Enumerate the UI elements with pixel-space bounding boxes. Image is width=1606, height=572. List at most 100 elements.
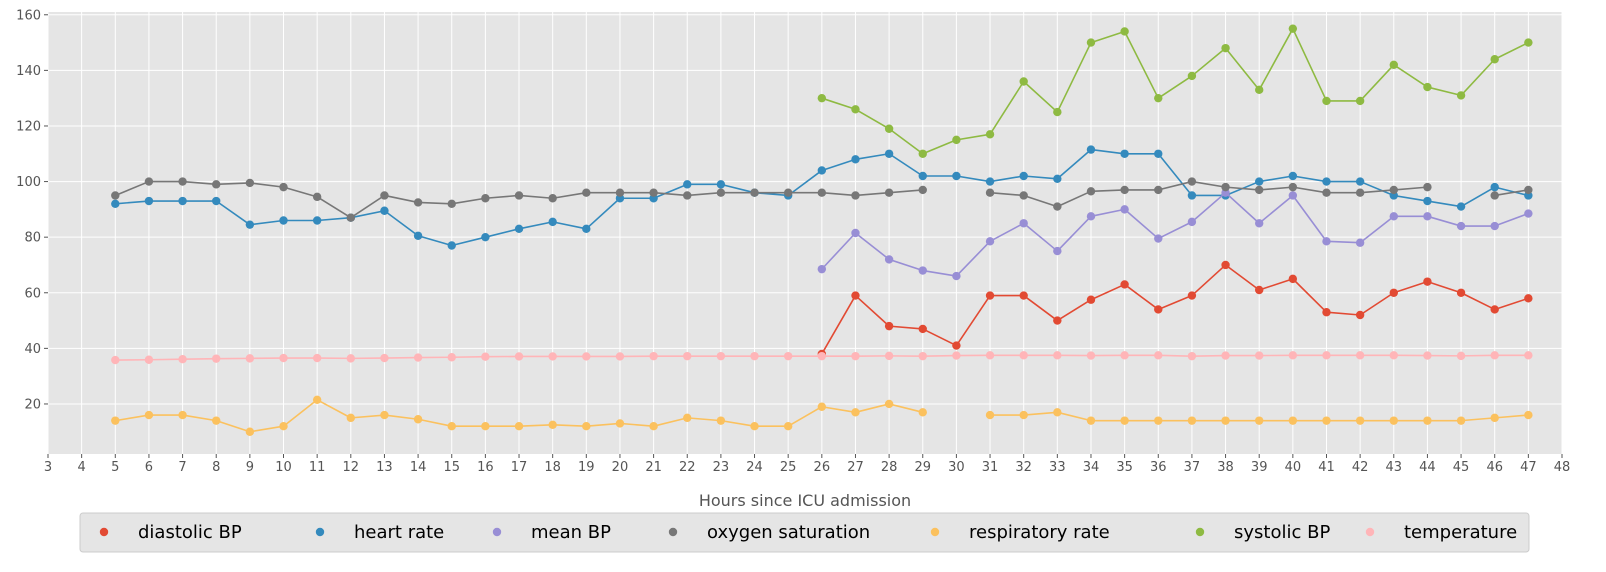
x-tick-label: 43 xyxy=(1386,460,1403,475)
data-point xyxy=(683,191,692,200)
legend-marker xyxy=(1195,527,1205,537)
legend-marker xyxy=(1365,527,1375,537)
data-point xyxy=(1255,219,1264,228)
data-point xyxy=(212,180,221,189)
data-point xyxy=(1187,191,1197,200)
data-point xyxy=(1255,351,1264,360)
data-point xyxy=(716,416,726,425)
data-point xyxy=(884,321,894,331)
data-point xyxy=(851,105,860,114)
legend-label: mean BP xyxy=(531,522,611,543)
data-point xyxy=(1288,274,1298,284)
data-point xyxy=(683,180,692,189)
data-point xyxy=(1187,177,1197,186)
data-point xyxy=(178,177,187,186)
data-point xyxy=(716,180,726,189)
legend-item-systolic-bp: systolic BP xyxy=(1195,522,1330,543)
x-tick-label: 39 xyxy=(1251,460,1268,475)
data-point xyxy=(1086,38,1096,47)
legend-marker xyxy=(668,527,678,537)
data-point xyxy=(245,354,255,363)
data-point xyxy=(582,188,591,197)
x-tick-label: 32 xyxy=(1015,460,1032,475)
data-point xyxy=(1154,234,1163,243)
data-point xyxy=(111,199,120,209)
legend-item-respiratory-rate: respiratory rate xyxy=(930,522,1110,543)
data-point xyxy=(716,188,726,197)
data-point xyxy=(1322,188,1331,197)
series-respiratory-rate xyxy=(111,395,1533,436)
x-tick-label: 35 xyxy=(1116,460,1133,475)
legend-items: diastolic BP heart rate mean BP oxygen satu… xyxy=(99,522,1517,543)
data-point xyxy=(1053,351,1062,360)
data-point xyxy=(1389,288,1398,297)
data-point xyxy=(1389,416,1398,425)
data-point xyxy=(447,241,456,250)
data-point xyxy=(952,135,961,145)
x-tick-label: 22 xyxy=(679,460,696,475)
legend-marker xyxy=(492,527,502,537)
data-point xyxy=(111,355,120,365)
x-tick-label: 27 xyxy=(847,460,864,475)
data-point xyxy=(380,191,389,200)
data-point xyxy=(1120,416,1129,425)
data-point xyxy=(1086,416,1096,425)
data-point xyxy=(1423,277,1432,286)
data-point xyxy=(178,410,187,420)
data-point xyxy=(514,224,524,234)
data-point xyxy=(1221,260,1230,270)
data-point xyxy=(750,351,759,361)
data-point xyxy=(312,353,322,363)
data-point xyxy=(817,351,827,361)
data-point xyxy=(1255,416,1264,425)
data-point xyxy=(380,353,389,363)
data-point xyxy=(985,188,995,197)
x-tick-label: 42 xyxy=(1352,460,1369,475)
legend-label: diastolic BP xyxy=(138,522,242,543)
data-point xyxy=(481,232,490,242)
series-oxygen-saturation xyxy=(111,177,1533,222)
data-point xyxy=(1456,351,1466,361)
data-point xyxy=(817,402,827,411)
y-tick-label: 140 xyxy=(16,64,41,79)
axis-ticks: 3 4 5 6 7 8 9 10 11 12 13 14 15 16 17 18 19 20 21 22 23 24 25 2… xyxy=(16,8,1570,475)
data-point xyxy=(985,177,995,186)
data-point xyxy=(245,220,255,229)
data-point xyxy=(649,188,658,197)
data-point xyxy=(1221,416,1230,425)
data-point xyxy=(817,93,827,103)
data-point xyxy=(851,155,860,164)
x-tick-label: 37 xyxy=(1184,460,1201,475)
data-point xyxy=(615,419,625,428)
data-point xyxy=(1120,205,1129,214)
legend-label: respiratory rate xyxy=(969,522,1110,543)
data-point xyxy=(1524,38,1533,47)
data-point xyxy=(1490,191,1499,200)
data-point xyxy=(144,196,154,206)
data-point xyxy=(144,355,154,364)
x-tick-label: 8 xyxy=(212,460,220,475)
data-point xyxy=(1524,209,1533,218)
data-point xyxy=(1221,351,1230,360)
data-point xyxy=(447,353,456,362)
data-point xyxy=(1423,196,1432,206)
data-point xyxy=(212,354,221,363)
x-tick-label: 33 xyxy=(1049,460,1066,475)
data-point xyxy=(1086,351,1096,360)
data-point xyxy=(279,353,288,363)
data-point xyxy=(1288,24,1298,33)
data-point xyxy=(1355,416,1365,425)
x-tick-label: 3 xyxy=(44,460,52,475)
data-point xyxy=(851,351,860,361)
data-point xyxy=(1456,416,1466,425)
x-tick-label: 14 xyxy=(410,460,427,475)
legend-label: heart rate xyxy=(354,522,444,543)
data-point xyxy=(851,291,860,300)
data-point xyxy=(1524,351,1533,360)
data-point xyxy=(1019,77,1028,86)
data-point xyxy=(1490,305,1499,314)
data-point xyxy=(884,255,894,264)
data-point xyxy=(1019,410,1028,420)
plot-background xyxy=(48,12,1562,454)
